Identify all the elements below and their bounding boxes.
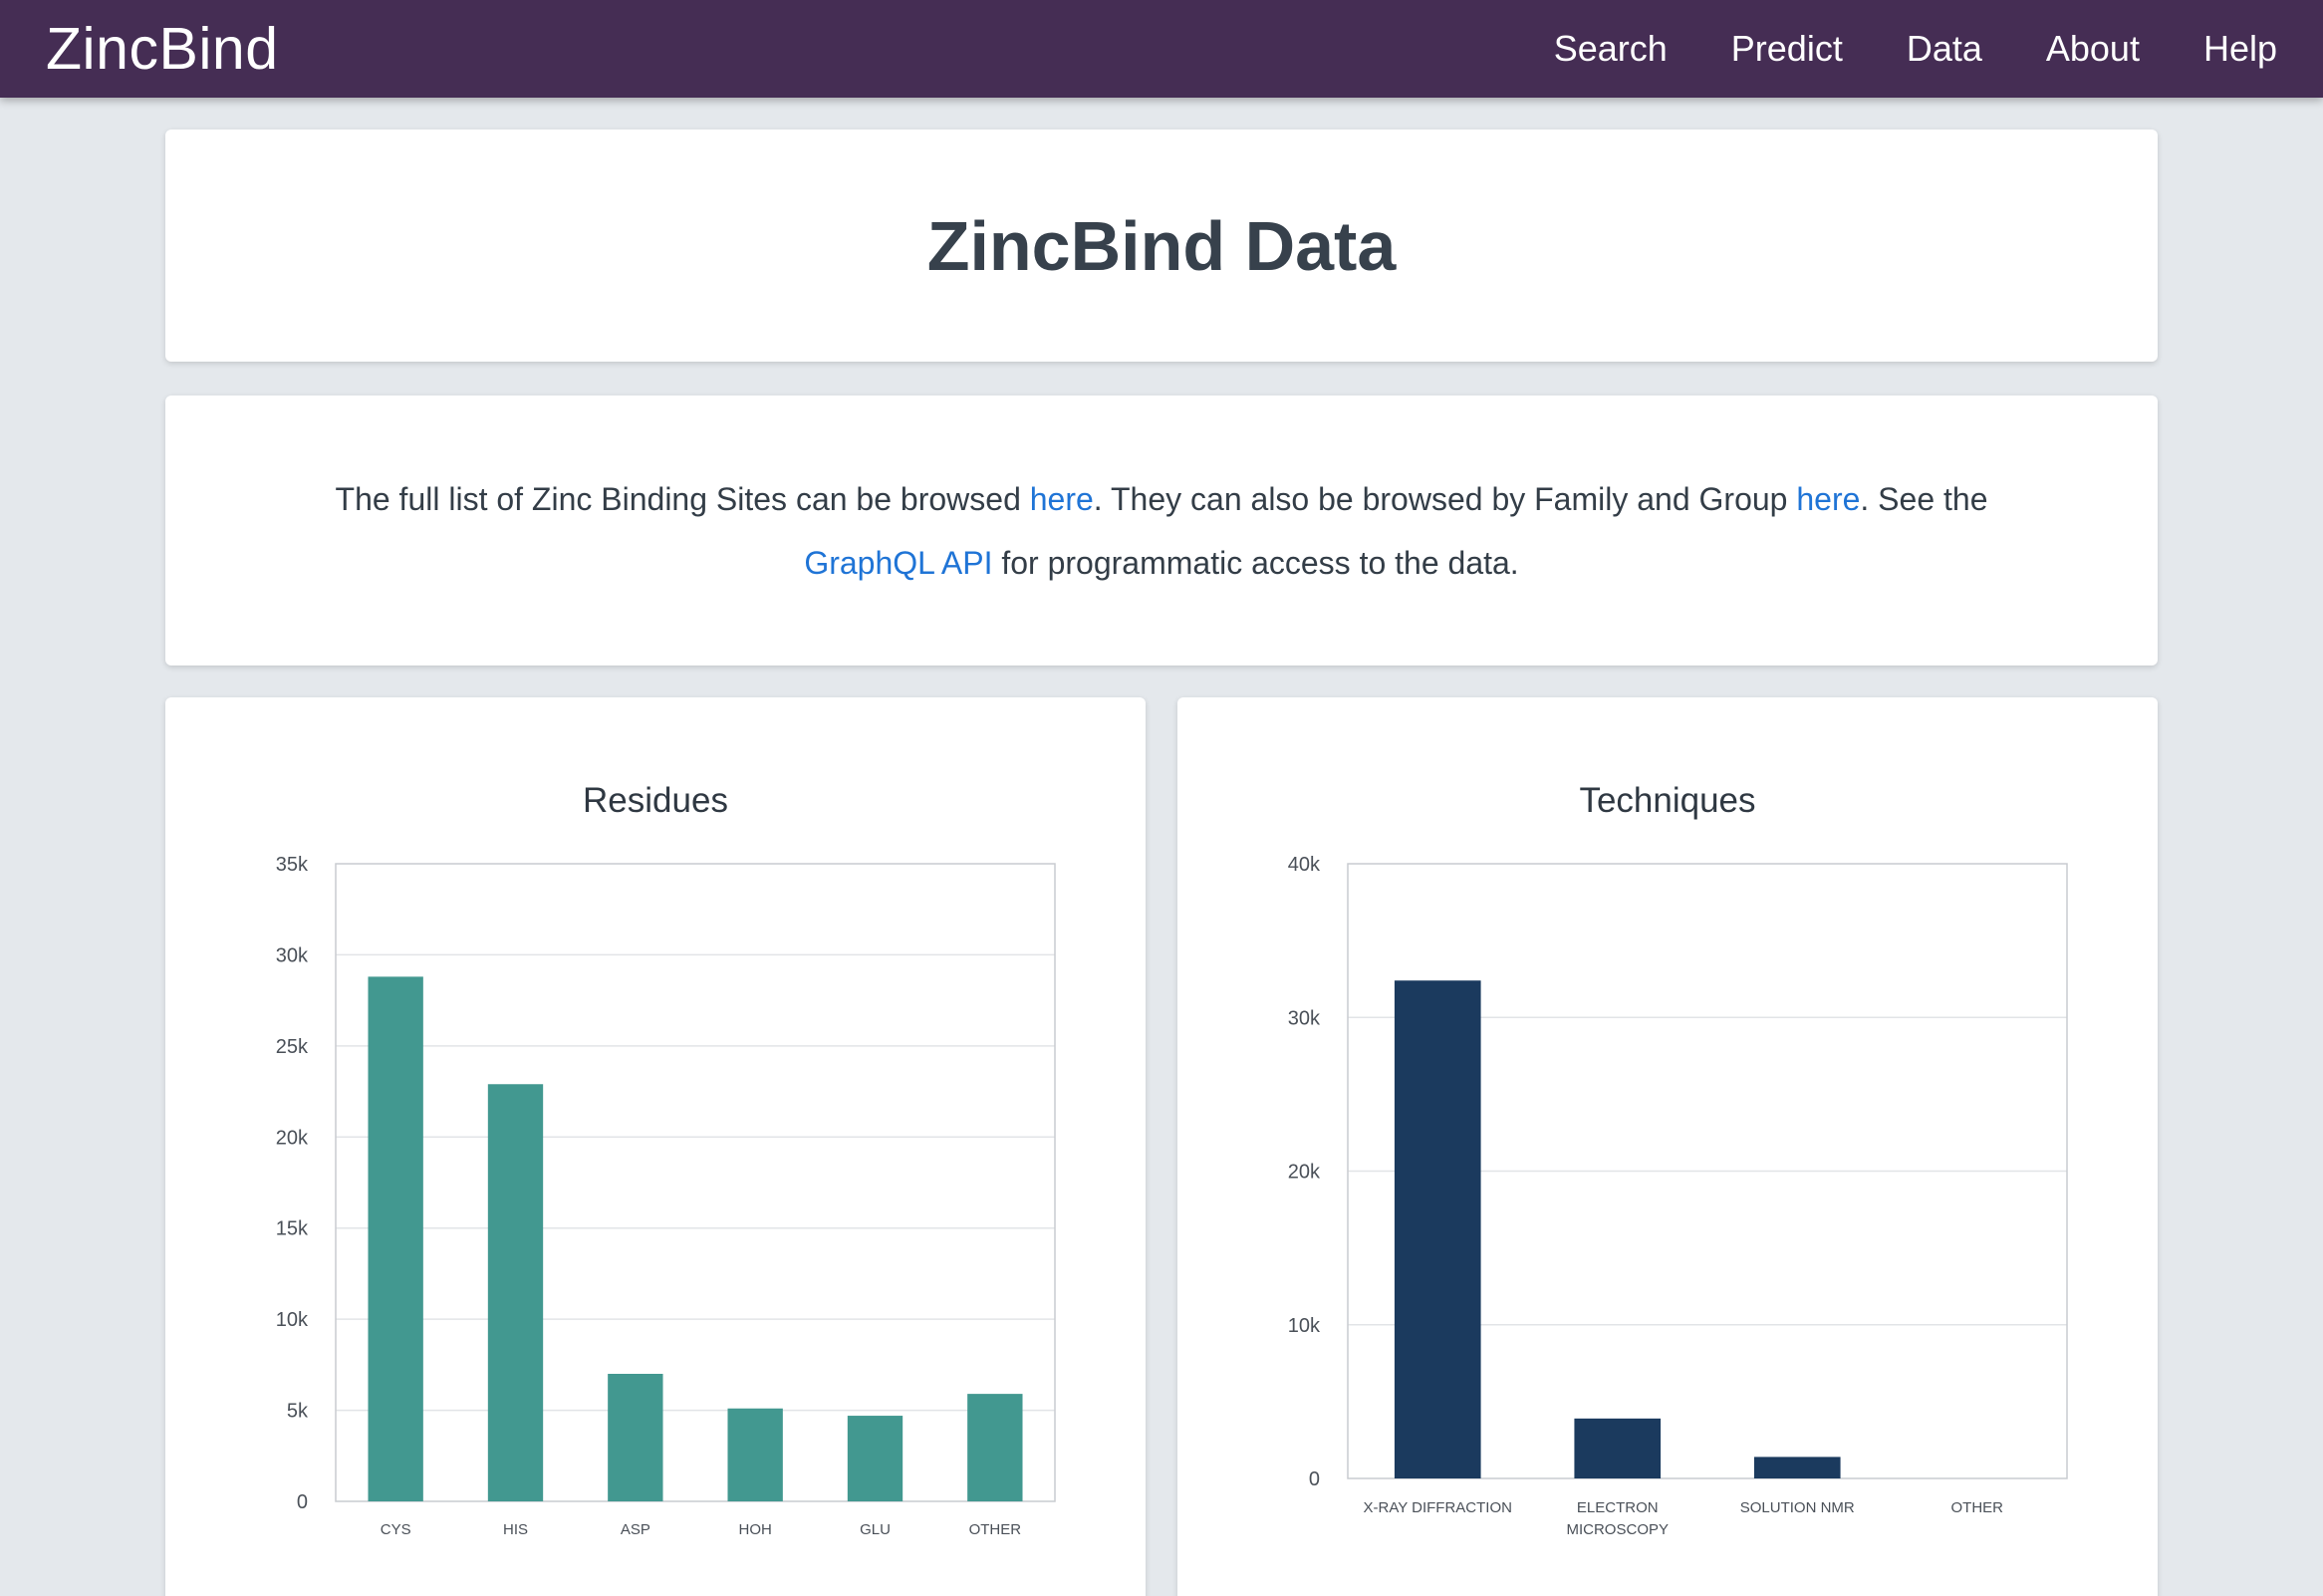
- nav-link-data[interactable]: Data: [1906, 28, 1982, 69]
- residues-xtick-label: CYS: [381, 1521, 411, 1538]
- techniques-ytick-label: 0: [1309, 1468, 1320, 1490]
- brand-logo[interactable]: ZincBind: [46, 16, 279, 82]
- nav-links: Search Predict Data About Help: [1490, 28, 2277, 70]
- residues-chart: 0 5k 10k 15k 20k 25k 30k 35k CYS HIS ASP HOH GLU OTHE…: [276, 854, 1056, 1538]
- title-card: ZincBind Data: [165, 130, 2158, 362]
- techniques-chart-card: Techniques 0 10k 20k 30k 40k X-RAY DIFFRACTIO…: [1177, 697, 2158, 1596]
- residues-bar-glu[interactable]: [847, 1416, 903, 1501]
- residues-bar-asp[interactable]: [608, 1374, 663, 1501]
- intro-text-part1: The full list of Zinc Binding Sites can …: [335, 480, 1030, 517]
- techniques-chart: 0 10k 20k 30k 40k X-RAY DIFFRACTION ELECTRON MI…: [1288, 854, 2068, 1538]
- techniques-bar-electron-microscopy[interactable]: [1574, 1418, 1662, 1478]
- techniques-ytick-label: 30k: [1288, 1007, 1321, 1029]
- nav-link-about[interactable]: About: [2045, 28, 2140, 69]
- techniques-xtick-label: X-RAY DIFFRACTION: [1364, 1499, 1512, 1516]
- navbar: ZincBind Search Predict Data About Help: [0, 0, 2323, 98]
- intro-text-part3: . See the: [1860, 480, 1988, 517]
- residues-xtick-label: GLU: [860, 1521, 891, 1538]
- intro-text: The full list of Zinc Binding Sites can …: [285, 467, 2038, 595]
- residues-chart-title: Residues: [583, 781, 728, 820]
- techniques-bar-solution-nmr[interactable]: [1753, 1457, 1841, 1478]
- intro-text-part4: for programmatic access to the data.: [992, 544, 1519, 581]
- residues-ytick-label: 10k: [276, 1309, 309, 1331]
- techniques-xtick-label: ELECTRON MICROSCOPY: [1566, 1499, 1669, 1538]
- residues-bar-other[interactable]: [967, 1394, 1023, 1501]
- browse-sites-link[interactable]: here: [1029, 480, 1094, 517]
- residues-xtick-label: HOH: [738, 1521, 771, 1538]
- residues-ytick-label: 5k: [287, 1401, 309, 1423]
- residues-ytick-label: 0: [297, 1491, 308, 1513]
- browse-families-link[interactable]: here: [1796, 480, 1861, 517]
- residues-ytick-label: 20k: [276, 1127, 309, 1149]
- residues-ytick-label: 25k: [276, 1036, 309, 1058]
- techniques-chart-title: Techniques: [1579, 781, 1756, 820]
- residues-ytick-label: 30k: [276, 944, 309, 966]
- residues-ytick-label: 15k: [276, 1218, 309, 1240]
- residues-bar-cys[interactable]: [368, 976, 423, 1501]
- residues-xtick-label: HIS: [503, 1521, 528, 1538]
- residues-plot-frame: [335, 863, 1056, 1502]
- intro-text-part2: . They can also be browsed by Family and…: [1093, 480, 1797, 517]
- residues-ytick-label: 35k: [276, 854, 309, 876]
- techniques-ytick-label: 40k: [1288, 854, 1321, 876]
- residues-bar-hoh[interactable]: [727, 1408, 783, 1501]
- nav-link-predict[interactable]: Predict: [1730, 28, 1843, 69]
- residues-bar-his[interactable]: [487, 1084, 544, 1501]
- residues-xtick-label: ASP: [621, 1521, 650, 1538]
- techniques-xtick-label: SOLUTION NMR: [1740, 1499, 1855, 1516]
- page-title: ZincBind Data: [926, 206, 1397, 285]
- techniques-plot-frame: [1347, 863, 2068, 1479]
- residues-xtick-label: OTHER: [969, 1521, 1022, 1538]
- nav-link-search[interactable]: Search: [1553, 28, 1668, 69]
- residues-chart-card: Residues 0 5k 10k 15k 20k 25k 30k 35k CYS HIS ASP H…: [165, 697, 1146, 1596]
- techniques-bar-x-ray-diffraction[interactable]: [1394, 980, 1481, 1478]
- nav-link-help[interactable]: Help: [2202, 28, 2277, 69]
- techniques-xtick-label: OTHER: [1951, 1499, 2004, 1516]
- graphql-api-link[interactable]: GraphQL API: [804, 544, 993, 581]
- techniques-ytick-label: 10k: [1288, 1315, 1321, 1337]
- intro-card: The full list of Zinc Binding Sites can …: [165, 396, 2158, 665]
- techniques-ytick-label: 20k: [1288, 1162, 1321, 1184]
